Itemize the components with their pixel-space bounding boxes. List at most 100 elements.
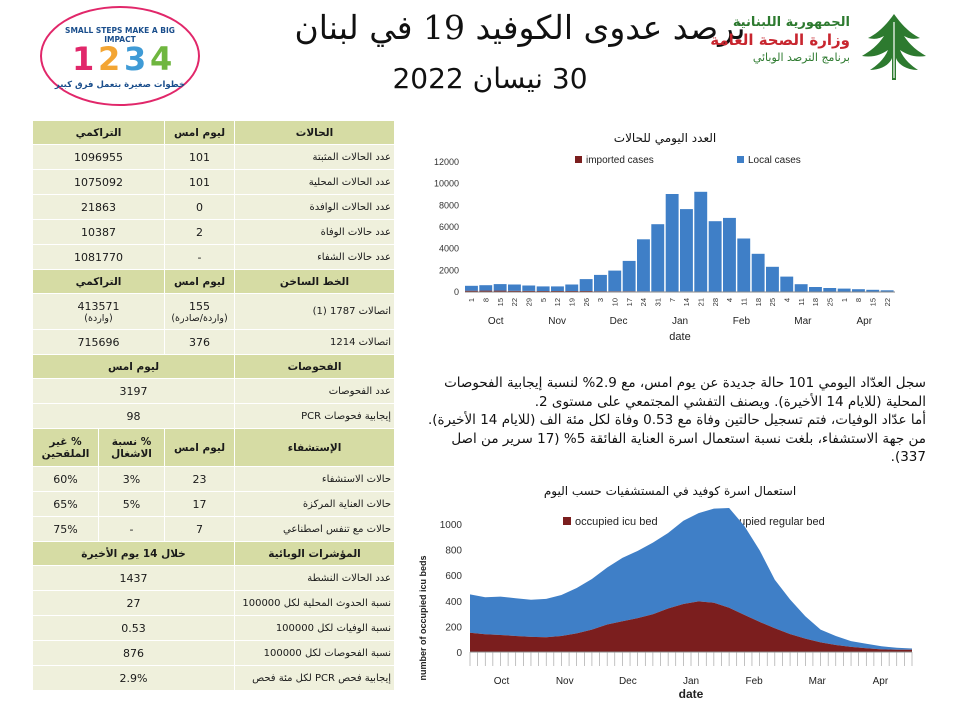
row-cumulative: 1096955 bbox=[31, 144, 166, 170]
campaign-logo: SMALL STEPS MAKE A BIG IMPACT 1 2 3 4 خط… bbox=[40, 6, 200, 106]
day-tick-label: 4 bbox=[782, 298, 791, 302]
day-tick-label: 24 bbox=[639, 298, 648, 306]
cumulative-header: التراكمي bbox=[31, 120, 166, 145]
day-tick-label: 1 bbox=[840, 298, 849, 302]
row-yesterday-note: (واردة/صادرة) bbox=[171, 312, 228, 324]
row-value: 3197 bbox=[31, 378, 236, 404]
bar-local bbox=[809, 287, 822, 292]
summary-line-deaths: أما عدّاد الوفيات، فتم تسجيل حالتين وفاة… bbox=[427, 412, 926, 428]
day-tick-label: 3 bbox=[596, 298, 605, 302]
area-regular-beds bbox=[470, 508, 912, 650]
indicators-header: المؤشرات الوبائية bbox=[234, 541, 396, 566]
bar-local bbox=[866, 289, 880, 292]
bar-local bbox=[852, 289, 865, 292]
campaign-digit-4: 4 bbox=[150, 40, 173, 78]
row-yesterday-value: 155 bbox=[189, 299, 211, 313]
bar-local bbox=[751, 253, 765, 292]
y-tick-label: 1000 bbox=[440, 520, 463, 531]
campaign-digit-1: 1 bbox=[72, 40, 95, 78]
day-tick-label: 11 bbox=[797, 298, 806, 306]
bar-imported bbox=[479, 290, 493, 292]
bar-imported bbox=[493, 290, 507, 292]
row-label: حالات العناية المركزة bbox=[234, 491, 396, 517]
row-value: 2.9% bbox=[31, 665, 236, 691]
month-label: Mar bbox=[794, 316, 812, 327]
bar-imported bbox=[508, 290, 521, 292]
table-row: نسبة الوفيات لكل 100000 0.53 bbox=[31, 615, 396, 641]
row-cumulative: 413571 (واردة) bbox=[31, 293, 166, 330]
legend-swatch-local bbox=[737, 156, 744, 163]
row-unvaccinated: 60% bbox=[31, 466, 100, 492]
row-value: 27 bbox=[31, 590, 236, 616]
table-row: عدد حالات الشفاء - 1081770 bbox=[31, 244, 396, 270]
month-label: Feb bbox=[746, 676, 764, 687]
table-row: نسبة الحدوث المحلية لكل 100000 27 bbox=[31, 590, 396, 616]
row-yesterday: 0 bbox=[164, 194, 236, 220]
day-tick-label: 29 bbox=[524, 298, 533, 306]
cases-header: الحالات bbox=[234, 120, 396, 145]
y-tick-label: 200 bbox=[445, 622, 462, 633]
month-label: Oct bbox=[488, 316, 504, 327]
bar-local bbox=[766, 266, 779, 292]
occupancy-header: % نسبة الاشغال bbox=[98, 428, 166, 467]
table-row: حالات مع تنفس اصطناعي 7 - 75% bbox=[31, 516, 396, 542]
row-occupancy: 3% bbox=[98, 466, 166, 492]
bar-local bbox=[694, 191, 708, 292]
bar-imported bbox=[465, 290, 478, 292]
table-row: عدد حالات الوفاة 2 10387 bbox=[31, 219, 396, 245]
bar-local bbox=[551, 286, 564, 291]
row-yesterday: 101 bbox=[164, 169, 236, 195]
row-unvaccinated: 65% bbox=[31, 491, 100, 517]
bar-imported bbox=[522, 290, 536, 292]
row-cumulative: 1081770 bbox=[31, 244, 166, 270]
hospital-header: الإستشفاء bbox=[234, 428, 396, 467]
bar-local bbox=[680, 209, 693, 292]
row-yesterday: 376 bbox=[164, 329, 236, 355]
bar-local bbox=[579, 279, 593, 291]
row-yesterday: - bbox=[164, 244, 236, 270]
tests-header: الفحوصات bbox=[234, 354, 396, 379]
beds-chart-title: استعمال اسرة كوفيد في المستشفيات حسب الي… bbox=[543, 484, 797, 498]
row-cumulative: 715696 bbox=[31, 329, 166, 355]
campaign-digit-3: 3 bbox=[124, 40, 147, 78]
row-cumulative: 21863 bbox=[31, 194, 166, 220]
legend-label-local: Local cases bbox=[748, 155, 801, 166]
day-tick-label: 10 bbox=[610, 298, 619, 306]
table-row: حالات العناية المركزة 17 5% 65% bbox=[31, 491, 396, 517]
y-tick-label: 12000 bbox=[434, 157, 459, 167]
bar-local bbox=[622, 260, 636, 292]
table-row: اتصالات 1787 (1) 155 (واردة/صادرة) 41357… bbox=[31, 293, 396, 330]
summary-text: سجل العدّاد اليومي 101 حالة جديدة عن يوم… bbox=[414, 374, 926, 467]
bar-local bbox=[508, 284, 521, 291]
row-label: إيجابية فحوصات PCR bbox=[234, 403, 396, 429]
y-tick-label: 4000 bbox=[439, 244, 459, 254]
unvaccinated-header: % غير الملقحين bbox=[31, 428, 100, 467]
day-tick-label: 11 bbox=[739, 298, 748, 306]
row-cumulative-value: 413571 bbox=[77, 299, 120, 313]
day-tick-label: 15 bbox=[868, 298, 877, 306]
bar-local bbox=[880, 290, 894, 292]
day-tick-label: 19 bbox=[567, 298, 576, 306]
bar-local bbox=[794, 284, 808, 292]
bar-local bbox=[594, 274, 607, 292]
hospital-beds-chart: occupied icu bed occupied regular bed 0 200… bbox=[418, 508, 913, 701]
period-header: خلال 14 يوم الأخيرة bbox=[31, 541, 236, 566]
month-label: Oct bbox=[494, 676, 510, 687]
row-label: عدد الحالات المثبتة bbox=[234, 144, 396, 170]
row-yesterday: 155 (واردة/صادرة) bbox=[164, 293, 236, 330]
month-label: Feb bbox=[733, 316, 751, 327]
row-value: 1437 bbox=[31, 565, 236, 591]
day-tick-label: 25 bbox=[768, 298, 777, 306]
ministry-line-program: برنامج الترصد الوبائي bbox=[752, 51, 850, 64]
table-row: إيجابية فحوصات PCR 98 bbox=[31, 403, 396, 429]
month-label: Dec bbox=[619, 676, 637, 687]
day-tick-label: 31 bbox=[653, 298, 662, 306]
day-tick-label: 22 bbox=[883, 298, 892, 306]
ministry-name: الجمهورية اللبنانية وزارة الصحة العامة ب… bbox=[700, 14, 850, 65]
yesterday-header: ليوم امس bbox=[164, 120, 236, 145]
page-title: ترصد عدوى الكوفيد 19 في لبنان bbox=[294, 8, 746, 47]
row-value: 0.53 bbox=[31, 615, 236, 641]
bar-local bbox=[536, 286, 550, 291]
table-row: عدد الحالات النشطة 1437 bbox=[31, 565, 396, 591]
day-tick-label: 18 bbox=[811, 298, 820, 306]
